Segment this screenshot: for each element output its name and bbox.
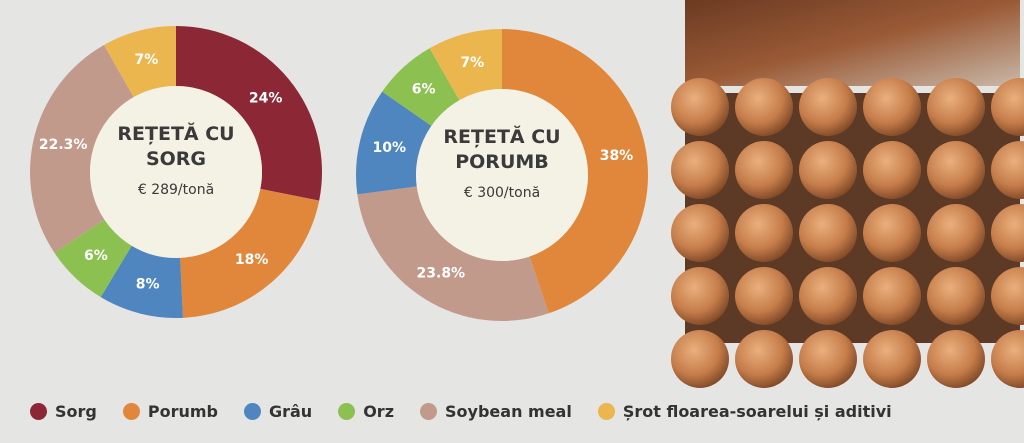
legend-item: Porumb: [122, 402, 218, 421]
pie-slice: [54, 219, 132, 298]
egg: [863, 204, 921, 262]
value-label: 7%: [135, 52, 159, 68]
egg: [991, 267, 1024, 325]
egg: [927, 330, 985, 388]
value-label: 24%: [249, 90, 283, 106]
egg: [735, 141, 793, 199]
pie-slice: [29, 44, 134, 253]
value-label: 7%: [460, 55, 484, 71]
pie-slice: [356, 91, 432, 195]
pie-center: [416, 89, 588, 261]
pie-subtitle: € 300/tonă: [463, 185, 541, 201]
value-label: 10%: [372, 140, 406, 156]
legend-swatch: [597, 403, 615, 420]
egg: [799, 78, 857, 136]
legend-swatch: [122, 403, 140, 420]
legend-swatch: [30, 403, 47, 420]
pie-title: REȚETĂ CU SORG: [117, 123, 235, 170]
legend-item: Sorg: [30, 402, 97, 421]
legend-swatch: [338, 403, 356, 420]
egg: [991, 141, 1024, 199]
pie-center-text: REȚETĂ CU SORG € 289/tonă: [101, 122, 251, 198]
value-label: 23.8%: [417, 266, 466, 282]
pie-slice: [104, 26, 176, 98]
egg: [671, 267, 729, 325]
egg: [735, 204, 793, 262]
legend-swatch: [243, 403, 261, 420]
eggs: [671, 78, 1024, 388]
egg: [991, 204, 1024, 262]
value-label: 8%: [136, 276, 160, 292]
value-label: 22.3%: [39, 137, 88, 153]
egg: [735, 78, 793, 136]
pie-slice: [100, 245, 183, 319]
legend-item: Soybean meal: [420, 402, 572, 421]
egg: [671, 141, 729, 199]
pie-slice: [429, 29, 502, 101]
egg: [863, 141, 921, 199]
legend-item: Orz: [338, 402, 394, 421]
legend-label: Soybean meal: [445, 402, 572, 421]
egg: [671, 330, 729, 388]
legend-item: Șrot floarea-soarelui și aditivi: [597, 402, 892, 421]
pie-slice: [176, 26, 322, 201]
legend-label: Porumb: [147, 402, 218, 421]
egg: [799, 267, 857, 325]
value-label: 6%: [412, 81, 436, 97]
egg: [735, 267, 793, 325]
legend-label: Grâu: [268, 402, 313, 421]
egg: [927, 204, 985, 262]
pie-center-text: REȚETĂ CU PORUMB € 300/tonă: [427, 125, 577, 201]
value-label: 38%: [600, 148, 634, 164]
legend: Sorg Porumb Grâu Orz Soybean meal Șrot floare…: [30, 402, 892, 421]
legend-swatch: [420, 403, 438, 420]
egg: [799, 204, 857, 262]
egg: [863, 267, 921, 325]
pie-center: [90, 86, 262, 258]
egg: [799, 141, 857, 199]
egg: [799, 330, 857, 388]
egg: [671, 204, 729, 262]
pie-slice: [502, 29, 649, 314]
legend-item: Grâu: [243, 402, 313, 421]
pie-subtitle: € 289/tonă: [137, 182, 215, 198]
egg: [991, 78, 1024, 136]
pie-slice: [382, 48, 460, 126]
chicken-photo: [685, 0, 1020, 86]
egg: [863, 330, 921, 388]
egg: [927, 267, 985, 325]
value-label: 18%: [235, 252, 269, 268]
value-label: 6%: [84, 248, 108, 264]
egg: [863, 78, 921, 136]
egg: [991, 330, 1024, 388]
legend-label: Orz: [363, 402, 395, 421]
egg: [927, 141, 985, 199]
pie-title: REȚETĂ CU PORUMB: [443, 126, 561, 173]
legend-label: Șrot floarea-soarelui și aditivi: [622, 402, 892, 421]
pie-slice: [180, 188, 320, 318]
legend-label: Sorg: [55, 402, 97, 421]
egg: [735, 330, 793, 388]
pie-slice: [357, 186, 549, 321]
egg: [671, 78, 729, 136]
egg: [927, 78, 985, 136]
